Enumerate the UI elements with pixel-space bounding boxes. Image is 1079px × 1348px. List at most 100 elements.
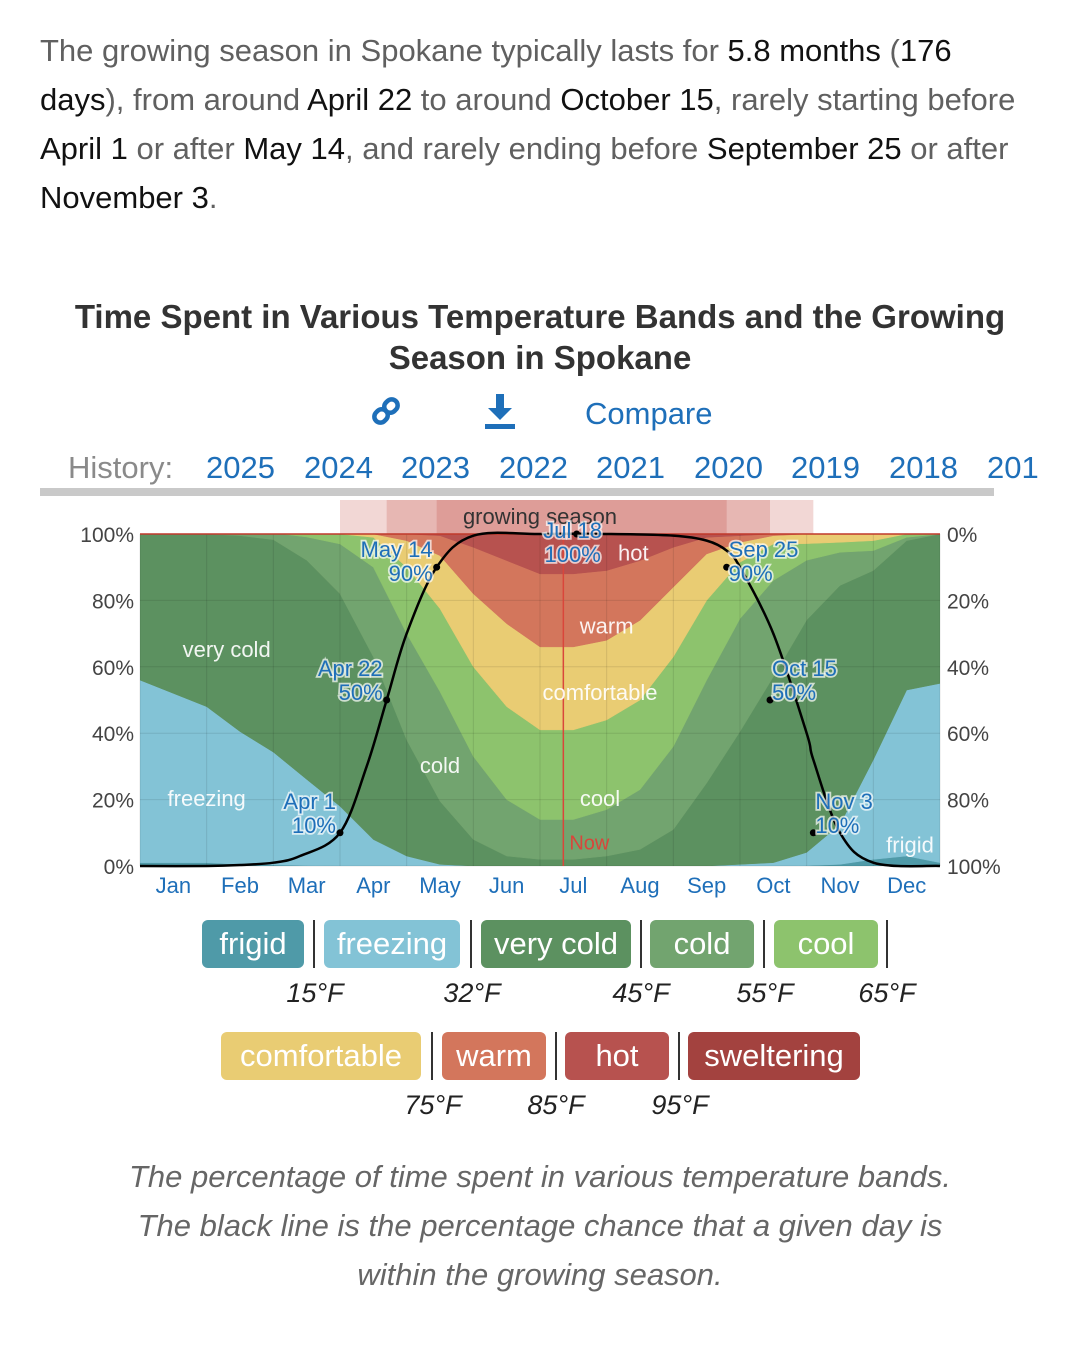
intro-paragraph: The growing season in Spokane typically … xyxy=(40,33,1016,215)
legend-divider xyxy=(555,1032,557,1080)
start-date: April 22 xyxy=(307,82,413,117)
late-end-date: November 3 xyxy=(40,180,209,215)
band-label: warm xyxy=(579,614,634,639)
growing-season-shade xyxy=(386,500,770,534)
band-areas xyxy=(140,534,940,866)
history-year-2019[interactable]: 2019 xyxy=(791,450,860,485)
early-start-date: April 1 xyxy=(40,131,128,166)
history-year-2018[interactable]: 2018 xyxy=(889,450,958,485)
y-tick-right: 100% xyxy=(947,856,1001,879)
x-tick-month: May xyxy=(419,873,461,898)
history-year-2024[interactable]: 2024 xyxy=(304,450,373,485)
history-year-2020[interactable]: 2020 xyxy=(694,450,763,485)
marker-date-label: Nov 3 xyxy=(815,789,872,814)
legend-divider xyxy=(470,920,472,968)
marker-dot xyxy=(383,696,391,704)
marker-date-label: Sep 25 xyxy=(729,537,799,562)
history-year-2021[interactable]: 2021 xyxy=(596,450,665,485)
chart-toolbar: Compare xyxy=(0,392,1079,436)
legend-divider xyxy=(763,920,765,968)
y-tick-left: 0% xyxy=(104,856,134,879)
marker-date-label: Apr 1 xyxy=(283,789,336,814)
chart-caption: The percentage of time spent in various … xyxy=(129,1159,951,1292)
history-scrollbar[interactable] xyxy=(40,488,994,496)
marker-dot xyxy=(336,829,344,837)
x-tick-month: Jun xyxy=(489,873,524,898)
x-tick-month: Jan xyxy=(156,873,191,898)
marker-date-label: Oct 15 xyxy=(772,656,837,681)
band-label: very cold xyxy=(183,637,271,662)
marker-dot xyxy=(809,829,817,837)
marker-date-label: Apr 22 xyxy=(318,656,383,681)
x-tick-month: Jul xyxy=(559,873,587,898)
legend-temp: 75°F xyxy=(404,1090,462,1120)
y-tick-left: 100% xyxy=(80,524,134,547)
history-year-2023[interactable]: 2023 xyxy=(401,450,470,485)
compare-link[interactable]: Compare xyxy=(585,396,713,431)
band-area-hot xyxy=(140,534,940,575)
legend-divider xyxy=(886,920,888,968)
y-tick-left: 20% xyxy=(92,790,134,813)
end-date: October 15 xyxy=(560,82,714,117)
legend-chip-very-cold: very cold xyxy=(481,920,631,968)
legend-chip-warm: warm xyxy=(442,1032,546,1080)
now-label: Now xyxy=(569,832,610,854)
legend-divider xyxy=(431,1032,433,1080)
legend-temp: 65°F xyxy=(858,978,916,1008)
x-tick-month: Oct xyxy=(756,873,790,898)
temperature-band-chart: growing season Now very cold freezing cold co… xyxy=(80,500,1001,898)
history-year-2022[interactable]: 2022 xyxy=(499,450,568,485)
y-tick-left: 60% xyxy=(92,657,134,680)
legend-temp: 55°F xyxy=(736,978,794,1008)
legend-chip-cold: cold xyxy=(650,920,754,968)
legend-divider xyxy=(678,1032,680,1080)
band-area-warm xyxy=(140,534,940,648)
download-icon[interactable] xyxy=(482,392,518,435)
band-label: cold xyxy=(420,753,460,778)
legend-divider xyxy=(313,920,315,968)
duration-value: 5.8 months xyxy=(727,33,881,68)
marker-pct-label: 90% xyxy=(389,561,433,586)
band-label: frigid xyxy=(886,833,934,858)
days-value: 176 days xyxy=(40,33,952,117)
early-end-date: September 25 xyxy=(706,131,902,166)
legend-divider xyxy=(640,920,642,968)
marker-pct-label: 10% xyxy=(292,813,336,838)
marker-pct-label: 10% xyxy=(815,813,859,838)
legend-chip-comfortable: comfortable xyxy=(221,1032,421,1080)
legend-chip-cool: cool xyxy=(774,920,878,968)
history-year-2025[interactable]: 2025 xyxy=(206,450,275,485)
marker-dot xyxy=(433,563,441,571)
link-icon[interactable] xyxy=(368,392,404,435)
growing-season-shade xyxy=(436,500,727,534)
x-tick-month: Dec xyxy=(887,873,926,898)
legend-chip-hot: hot xyxy=(565,1032,669,1080)
late-start-date: May 14 xyxy=(243,131,345,166)
growing-season-shade xyxy=(340,500,814,534)
growing-season-label: growing season xyxy=(463,504,617,529)
legend-temp: 95°F xyxy=(651,1090,709,1120)
marker-date-label: May 14 xyxy=(361,537,433,562)
y-tick-right: 80% xyxy=(947,790,989,813)
legend-temp: 45°F xyxy=(612,978,670,1008)
x-tick-month: Nov xyxy=(820,873,859,898)
marker-pct-label: 90% xyxy=(729,561,773,586)
chart-title: Time Spent in Various Temperature Bands … xyxy=(74,298,1006,376)
legend-temp: 15°F xyxy=(286,978,344,1008)
marker-date-label: Jul 18 xyxy=(543,518,602,543)
legend-chip-sweltering: sweltering xyxy=(688,1032,860,1080)
y-tick-right: 40% xyxy=(947,657,989,680)
marker-pct-label: 100% xyxy=(545,542,601,567)
y-tick-right: 20% xyxy=(947,590,989,613)
marker-dot xyxy=(573,530,581,538)
marker-dot xyxy=(723,563,731,571)
marker-dot xyxy=(766,696,774,704)
x-tick-month: Mar xyxy=(288,873,326,898)
y-tick-left: 80% xyxy=(92,590,134,613)
y-tick-right: 0% xyxy=(947,524,977,547)
x-tick-month: Aug xyxy=(620,873,659,898)
history-bar: History: 2025 2024 2023 2022 2021 2020 2… xyxy=(0,448,1079,496)
history-year-2017[interactable]: 201 xyxy=(987,450,1039,485)
legend-chip-frigid: frigid xyxy=(202,920,304,968)
band-label: comfortable xyxy=(543,680,658,705)
